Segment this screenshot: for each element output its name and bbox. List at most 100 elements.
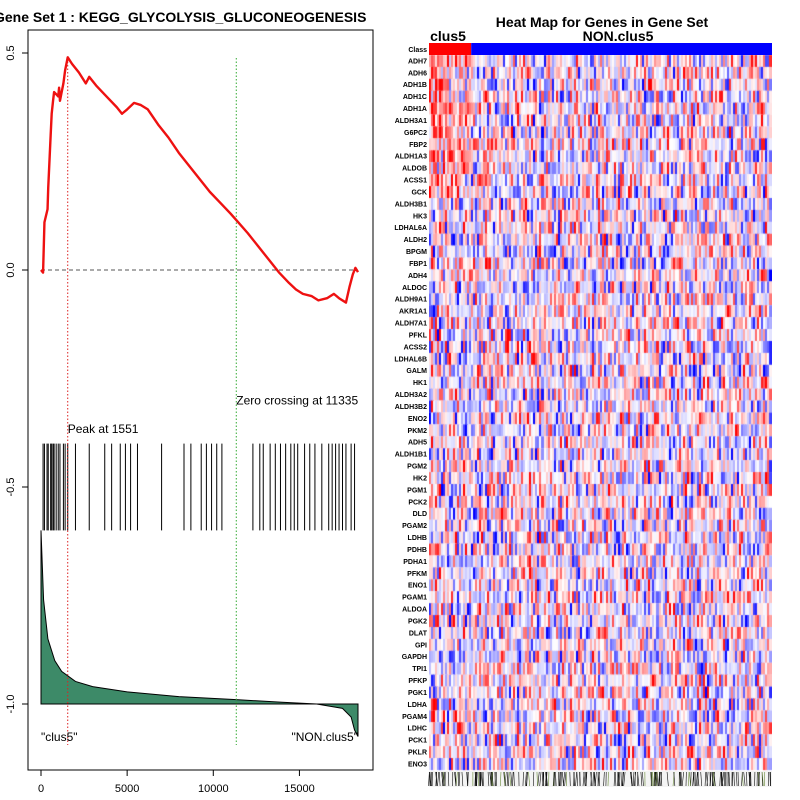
gene-label: ALDH3A2: [395, 392, 427, 399]
enrichment-series: [40, 56, 360, 304]
running-enrichment-plot: Gene Set 1 : KEGG_GLYCOLYSIS_GLUCONEOGEN…: [0, 9, 374, 795]
class-bar-non-clus5: [471, 43, 772, 55]
gene-label: FBP2: [409, 142, 427, 149]
sample-tick: [697, 771, 700, 787]
gene-label: PGAM2: [402, 523, 427, 530]
sample-tick: [575, 771, 577, 787]
sample-tick: [654, 771, 656, 787]
plot-frame: [27, 29, 374, 771]
sample-tick: [458, 771, 461, 787]
sample-tick: [491, 771, 494, 787]
sample-tick: [507, 771, 509, 787]
sample-tick: [748, 771, 751, 787]
gene-label: ALDH3A1: [395, 118, 427, 125]
gene-label: LDHAL6B: [394, 356, 427, 363]
sample-tick: [706, 771, 709, 787]
sample-tick: [442, 771, 445, 787]
x-axis: 0 5000 10000 15000: [38, 770, 315, 795]
sample-tick: [536, 771, 538, 787]
sample-tick: [688, 771, 690, 787]
gene-label: ALDH1B1: [395, 452, 427, 459]
gene-label: HK3: [413, 213, 427, 220]
gene-label: LDHA: [408, 702, 427, 709]
sample-tick: [695, 771, 698, 787]
sample-tick: [719, 771, 721, 787]
sample-tick: [680, 771, 682, 787]
zero-crossing-annotation: Zero crossing at 11335: [236, 394, 358, 408]
sample-tick: [528, 771, 531, 787]
gene-hit-markers: [42, 443, 356, 531]
y-tick-label: 0.0: [5, 262, 17, 277]
sample-tick: [757, 771, 760, 787]
sample-tick: [618, 771, 620, 787]
gene-label: ACSS2: [404, 344, 427, 351]
sample-tick: [728, 771, 730, 787]
sample-tick: [741, 771, 743, 787]
gene-label: ALDOA: [402, 607, 427, 614]
x-tick-label: 0: [38, 783, 44, 795]
sample-tick: [461, 771, 464, 787]
sample-tick: [650, 771, 652, 787]
gene-label: PDHA1: [403, 559, 427, 566]
sample-tick: [712, 771, 715, 787]
sample-tick: [732, 771, 734, 787]
sample-tick: [585, 771, 588, 787]
sample-tick: [559, 771, 561, 787]
gene-label: ALDH3B2: [395, 404, 427, 411]
gene-label: ALDH9A1: [395, 297, 427, 304]
sample-tick: [603, 771, 605, 787]
gene-label: GALM: [406, 368, 427, 375]
gene-label: ADH6: [408, 70, 427, 77]
sample-tick: [660, 771, 662, 787]
gene-label: PDHB: [407, 547, 427, 554]
gene-label: PKLR: [408, 750, 427, 757]
gene-label: PGAM4: [402, 714, 427, 721]
gene-label: ADH5: [408, 440, 427, 447]
sample-tick: [512, 771, 514, 787]
reference-lines: [41, 58, 358, 745]
sample-tick: [623, 771, 626, 787]
x-tick-label: 10000: [198, 783, 229, 795]
gene-label: GAPDH: [402, 654, 427, 661]
gene-label: PFKP: [408, 678, 427, 685]
sample-tick: [539, 771, 542, 787]
class-row-label: Class: [408, 47, 427, 54]
x-tick-label: 15000: [284, 783, 315, 795]
sample-tick: [537, 771, 540, 787]
gene-label: ADH1A: [403, 106, 427, 113]
gene-label: ADH4: [408, 273, 427, 280]
sample-tick: [642, 771, 644, 787]
gene-label: PFKL: [409, 332, 428, 339]
sample-tick: [666, 771, 669, 787]
gene-label: ALDH3B1: [395, 201, 427, 208]
gene-label: BPGM: [406, 249, 427, 256]
sample-tick: [630, 771, 633, 787]
sample-tick: [658, 771, 661, 787]
gene-label: ALDH7A1: [395, 321, 427, 328]
gene-label: FBP1: [409, 261, 427, 268]
sample-tick: [576, 771, 578, 787]
gene-label: ENO3: [408, 761, 427, 768]
gene-label: HK2: [413, 475, 427, 482]
sample-tick: [480, 771, 483, 787]
sample-tick: [620, 771, 622, 787]
sample-tick: [509, 771, 512, 787]
gene-label: GCK: [411, 189, 427, 196]
gene-label: LDHB: [408, 535, 427, 542]
y-tick-label: -0.5: [5, 478, 17, 497]
gene-label: G6PC2: [404, 130, 427, 137]
sample-tick: [474, 771, 477, 787]
sample-tick: [542, 771, 544, 787]
sample-tick: [721, 771, 724, 787]
sample-tick: [746, 771, 748, 787]
sample-tick: [510, 771, 513, 787]
sample-tick: [700, 771, 702, 787]
gene-label: PGK2: [408, 618, 427, 625]
sample-tick: [513, 771, 515, 787]
gene-label: ENO1: [408, 583, 427, 590]
gene-label: ALDOC: [402, 285, 427, 292]
sample-tick: [555, 771, 557, 787]
sample-tick: [733, 771, 735, 787]
sample-tick: [441, 771, 444, 787]
gene-label: ALDOB: [402, 166, 427, 173]
